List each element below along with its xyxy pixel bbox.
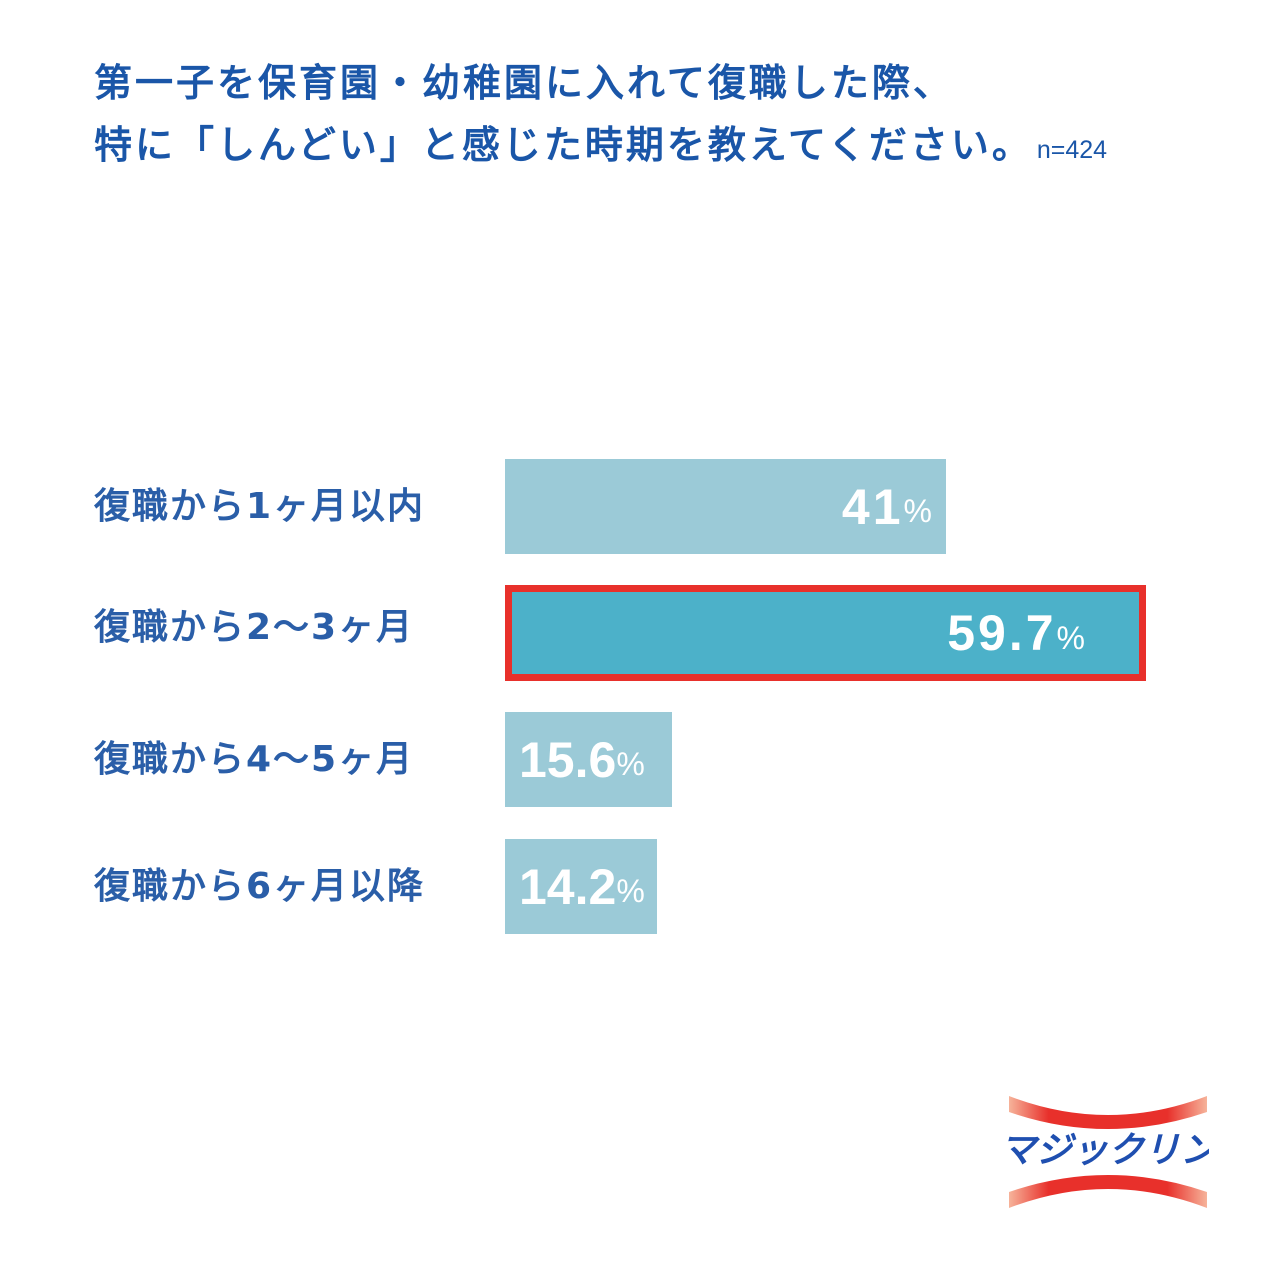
bar-value: 14.2%: [519, 858, 645, 915]
category-label: 復職から6ヶ月以降: [94, 866, 426, 907]
category-label: 復職から2〜3ヶ月: [94, 607, 415, 648]
category-label: 復職から4〜5ヶ月: [94, 739, 415, 780]
bar-6months-plus: 14.2%: [505, 839, 657, 934]
bar-1month: 41%: [505, 459, 946, 554]
title-line-1: 第一子を保育園・幼稚園に入れて復職した際、: [94, 61, 954, 105]
bar-value: 59.7%: [947, 605, 1085, 661]
bar-2-3months-highlighted: 59.7%: [505, 585, 1146, 681]
category-label: 復職から1ヶ月以内: [94, 486, 426, 527]
bar-value: 15.6%: [519, 731, 645, 788]
sample-size: n=424: [1036, 136, 1108, 164]
bar-4-5months: 15.6%: [505, 712, 672, 807]
bar-value: 41%: [841, 478, 932, 535]
chart-title: 第一子を保育園・幼稚園に入れて復職した際、 特に「しんどい」と感じた時期を教えて…: [94, 52, 1107, 181]
magiclean-logo-icon: マジックリン: [1000, 1094, 1219, 1210]
title-line-2: 特に「しんどい」と感じた時期を教えてください。 n=424: [94, 123, 1108, 167]
svg-text:マジックリン: マジックリン: [1007, 1129, 1209, 1170]
